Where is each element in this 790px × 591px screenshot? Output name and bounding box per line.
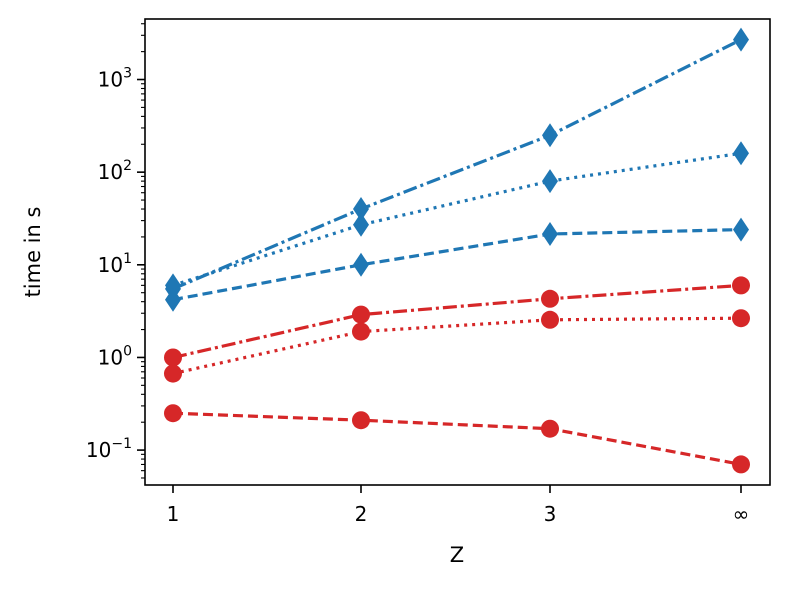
y-tick-label-2: 101 [98, 251, 132, 277]
series-3-point-1 [352, 305, 370, 324]
series-2-point-1 [353, 252, 369, 277]
series-2-line [172, 228, 742, 302]
series-3-point-3 [732, 276, 750, 295]
series-1-point-3 [733, 141, 749, 166]
series-1-line [172, 151, 742, 287]
series-4-point-3 [732, 309, 750, 328]
series-4-point-1 [352, 322, 370, 341]
x-axis-label: Z [450, 543, 464, 567]
series-1-point-0 [165, 273, 181, 298]
y-tick-label-1: 100 [98, 343, 132, 369]
x-tick-label-3: ∞ [733, 502, 750, 526]
series-1-point-1 [353, 212, 369, 237]
x-tick-label-0: 1 [167, 502, 180, 526]
series-0-point-3 [733, 27, 749, 52]
series-5-line [172, 411, 742, 466]
x-tick-label-1: 2 [355, 502, 368, 526]
series-0-line [172, 38, 742, 291]
series-0-point-1 [353, 197, 369, 221]
series-5-point-3 [732, 455, 750, 474]
series-2-point-2 [542, 222, 558, 246]
y-axis-label: time in s [21, 207, 45, 298]
series-3-point-0 [164, 348, 182, 367]
y-tick-label-4: 103 [98, 66, 132, 92]
x-tick-label-2: 3 [544, 502, 557, 526]
plot-frame [144, 18, 771, 486]
series-4-point-0 [164, 364, 182, 383]
series-0-point-2 [542, 123, 558, 148]
plot-area [164, 27, 750, 474]
series-3-point-2 [541, 289, 559, 308]
series-5-point-2 [541, 419, 559, 438]
series-5-point-0 [164, 404, 182, 423]
axes: 1 2 3 ∞ 10−1 100 101 102 103 [86, 23, 750, 526]
series-1-point-2 [542, 169, 558, 194]
y-tick-label-0: 10−1 [86, 436, 132, 462]
series-4-point-2 [541, 310, 559, 329]
series-4-line [172, 316, 742, 376]
series-2-point-3 [733, 217, 749, 242]
series-5-point-1 [352, 411, 370, 430]
y-tick-label-3: 102 [98, 158, 132, 184]
series-3-line [172, 283, 742, 360]
series-2-point-0 [165, 287, 181, 312]
